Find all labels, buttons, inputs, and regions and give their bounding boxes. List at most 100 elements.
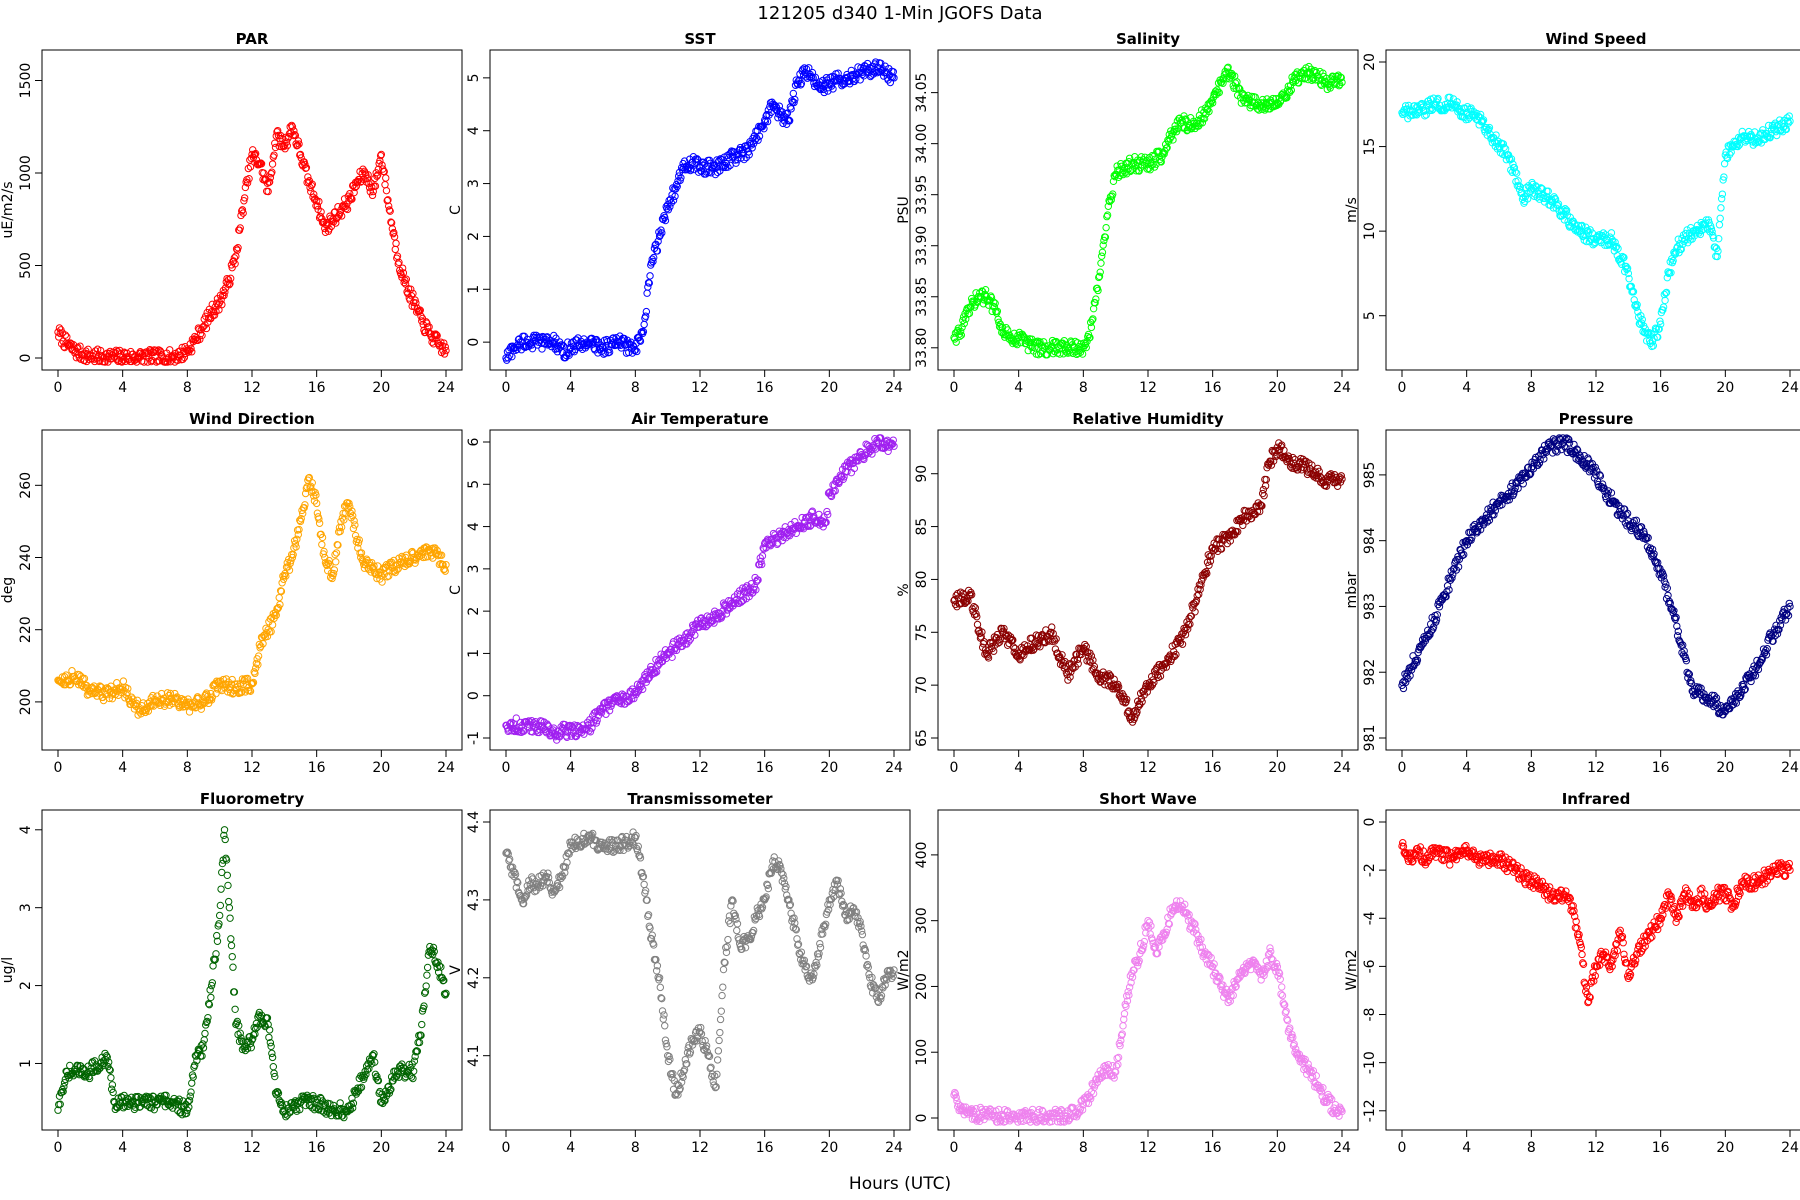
y-axis-label: PSU (896, 196, 912, 224)
y-tick-label: 2 (18, 981, 34, 990)
data-point (226, 274, 235, 283)
data-point (187, 344, 195, 353)
data-point (661, 213, 669, 222)
panel-title: Pressure (1559, 410, 1634, 428)
data-point (1453, 98, 1461, 106)
x-tick-label: 16 (308, 760, 326, 776)
x-tick-label: 8 (1079, 380, 1088, 396)
data-point (1182, 116, 1190, 124)
data-point (783, 109, 792, 117)
data-point (163, 358, 172, 366)
data-point (55, 333, 63, 341)
data-point (674, 172, 683, 180)
data-point (1461, 104, 1469, 113)
y-tick-label: 4 (18, 825, 34, 834)
data-point (152, 346, 160, 355)
data-point (362, 178, 371, 186)
data-point (673, 182, 681, 191)
panel-title: Wind Speed (1546, 30, 1647, 48)
data-point (775, 102, 784, 110)
y-tick-label: 985 (1362, 462, 1378, 489)
data-point (1101, 233, 1110, 241)
data-point (118, 358, 126, 366)
data-point (1113, 162, 1121, 170)
data-point (386, 207, 394, 215)
data-point (238, 207, 246, 215)
data-point (290, 130, 299, 139)
data-point (232, 245, 241, 253)
x-tick-label: 20 (1268, 380, 1286, 396)
data-point (415, 307, 424, 315)
y-tick-label: 80 (914, 571, 930, 589)
data-point (399, 269, 408, 277)
data-point (667, 199, 676, 207)
data-point (425, 323, 433, 331)
y-tick-label: 6 (466, 437, 482, 446)
data-point (797, 79, 806, 88)
data-point (372, 169, 380, 177)
data-point (654, 237, 662, 246)
x-tick-label: 8 (631, 760, 640, 776)
data-point (636, 337, 645, 345)
data-point (245, 175, 253, 183)
data-point (74, 351, 83, 359)
data-point (294, 137, 302, 145)
data-point (143, 358, 152, 366)
x-tick-label: 8 (1527, 760, 1536, 776)
data-point (234, 244, 242, 252)
x-tick-label: 0 (950, 760, 959, 776)
data-point (644, 283, 652, 291)
data-point (383, 196, 391, 205)
data-point (732, 159, 740, 167)
data-point (239, 209, 247, 217)
data-point (1070, 342, 1078, 351)
data-point (957, 331, 966, 339)
y-tick-label: 5 (466, 480, 482, 489)
data-point (1103, 211, 1112, 219)
data-point (1109, 190, 1117, 198)
x-tick-label: 12 (243, 380, 261, 396)
x-tick-label: 8 (1527, 380, 1536, 396)
x-tick-label: 24 (1781, 760, 1799, 776)
data-point (820, 88, 828, 97)
y-axis-label: deg (0, 577, 16, 603)
data-point (848, 70, 856, 79)
y-tick-label: 983 (1362, 593, 1378, 620)
data-point (1235, 84, 1243, 93)
data-point (571, 345, 579, 354)
data-point (196, 335, 204, 344)
data-point (266, 173, 275, 182)
y-tick-label: 3 (466, 179, 482, 188)
y-tick-label: 4 (466, 522, 482, 531)
data-point (745, 151, 753, 159)
figure-title: 121205 d340 1-Min JGOFS Data (757, 3, 1042, 24)
data-point (412, 299, 420, 307)
x-tick-label: 20 (372, 380, 390, 396)
x-tick-label: 8 (183, 1140, 192, 1156)
x-tick-label: 4 (118, 380, 127, 396)
data-point (371, 182, 380, 190)
x-tick-label: 4 (118, 760, 127, 776)
data-point (666, 203, 674, 211)
y-tick-label: 5 (1362, 311, 1378, 320)
data-point (231, 260, 239, 268)
data-point (1096, 268, 1104, 276)
data-point (661, 216, 670, 225)
data-point (307, 181, 316, 190)
data-point (257, 160, 266, 168)
y-tick-label: 70 (914, 676, 930, 694)
data-point (1095, 273, 1103, 282)
x-tick-label: 20 (372, 1140, 390, 1156)
data-point (1094, 286, 1102, 295)
data-point (1141, 153, 1149, 161)
data-point (1102, 223, 1110, 232)
x-tick-label: 0 (1398, 760, 1407, 776)
y-tick-label: 3 (466, 564, 482, 573)
x-tick-label: 12 (1587, 760, 1605, 776)
data-point (304, 173, 312, 181)
y-axis-label: C (448, 585, 464, 595)
data-point (705, 156, 714, 165)
y-tick-label: 65 (914, 729, 930, 747)
x-tick-label: 4 (566, 760, 575, 776)
data-point (395, 258, 403, 267)
